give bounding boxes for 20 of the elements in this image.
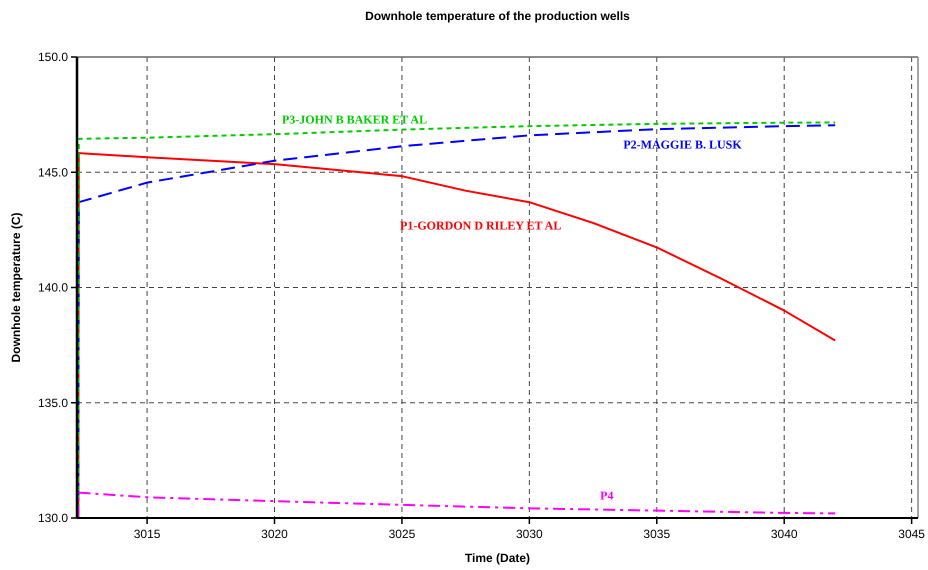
x-tick-label: 3020 (261, 527, 288, 541)
series-label: P1-GORDON D RILEY ET AL (400, 218, 562, 232)
y-tick-label: 130.0 (38, 511, 68, 525)
chart-title: Downhole temperature of the production wells (365, 9, 630, 23)
x-tick-label: 3025 (388, 527, 416, 541)
line-series (77, 492, 836, 519)
series-label: P3-JOHN B BAKER ET AL (282, 112, 428, 126)
x-tick-label: 3030 (516, 527, 544, 541)
y-tick-label: 140.0 (38, 280, 68, 294)
y-tick-label: 135.0 (38, 396, 68, 410)
series-label: P2-MAGGIE B. LUSK (623, 138, 742, 152)
x-tick-label: 3045 (898, 527, 926, 541)
y-tick-label: 150.0 (38, 50, 68, 64)
y-tick-label: 145.0 (38, 165, 68, 180)
x-tick-label: 3035 (643, 527, 670, 541)
x-axis-title: Time (Date) (464, 551, 530, 565)
series-label: P4 (600, 488, 614, 503)
x-tick-label: 3015 (134, 527, 161, 541)
x-tick-label: 3040 (770, 527, 798, 541)
y-axis-title: Downhole temperature (C) (9, 212, 23, 363)
